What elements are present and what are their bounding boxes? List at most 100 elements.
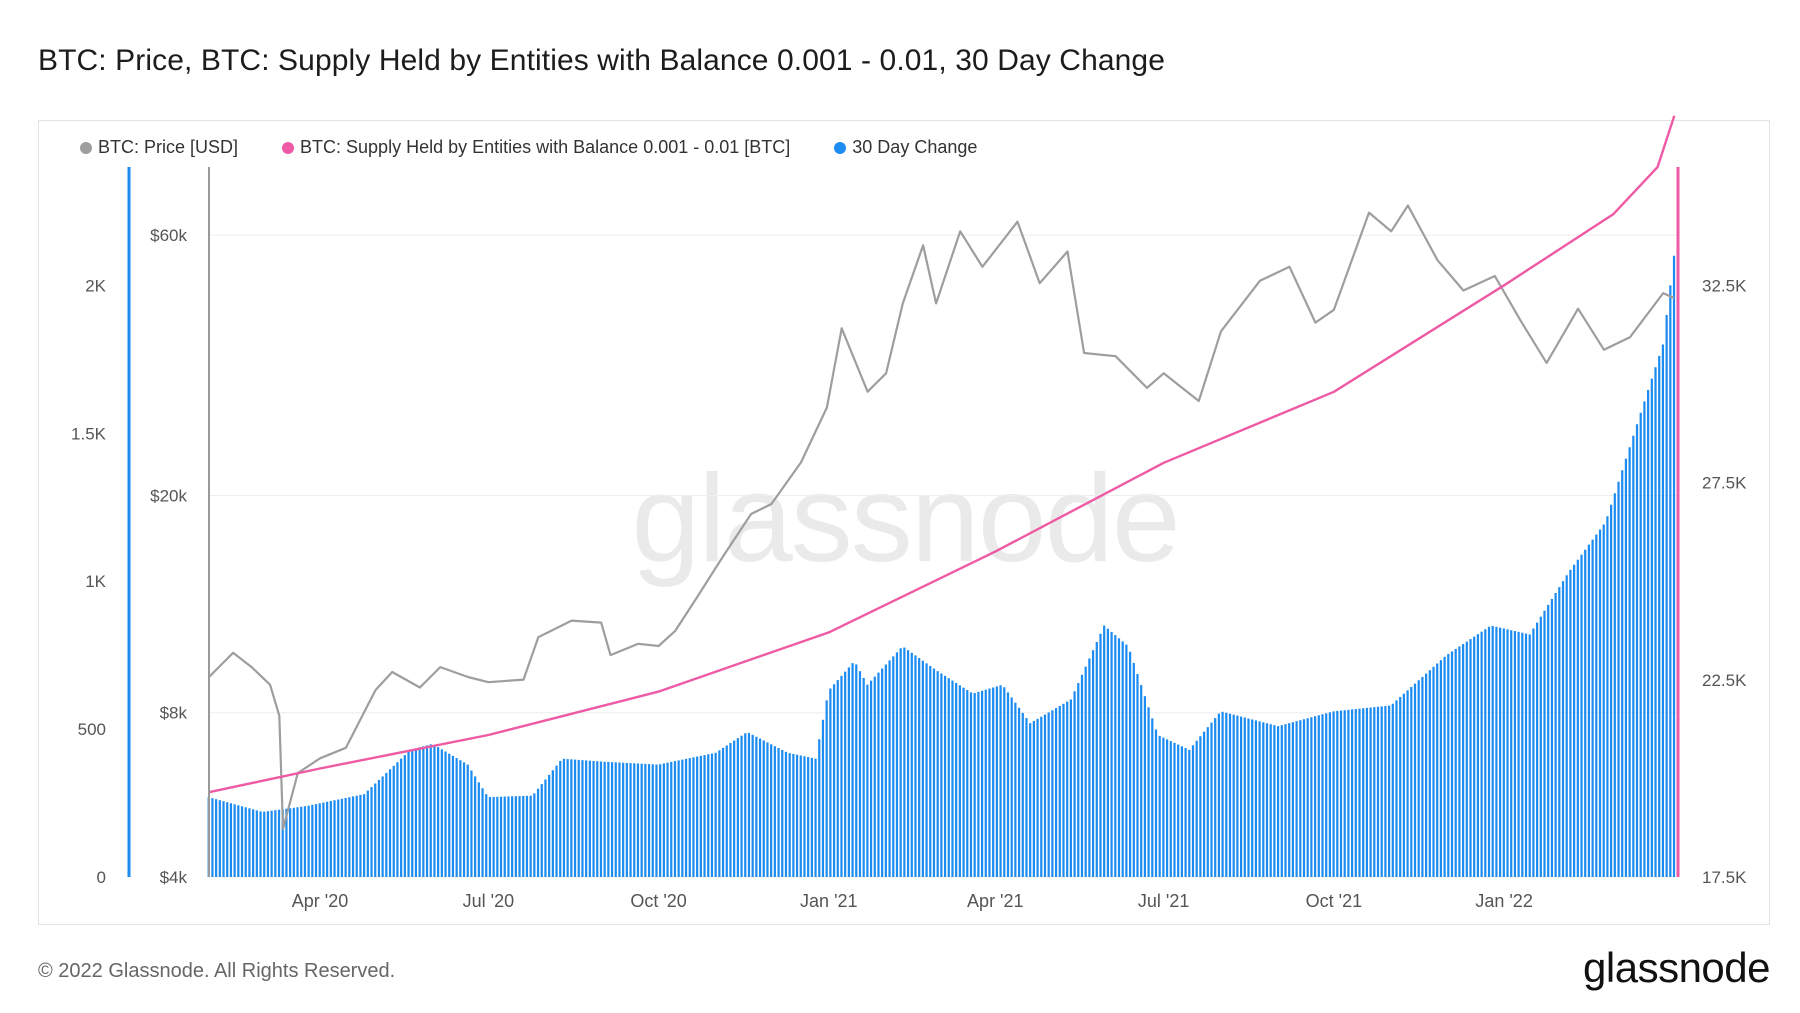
change-bar <box>1484 629 1487 877</box>
change-bar <box>1624 458 1628 877</box>
change-bar <box>1354 709 1357 877</box>
change-bar <box>1054 708 1058 877</box>
change-bar <box>1177 744 1180 877</box>
change-bar <box>1536 622 1539 877</box>
change-bar <box>1502 628 1505 877</box>
change-bar <box>1573 564 1576 877</box>
change-bar <box>596 761 599 877</box>
change-bar <box>696 756 699 877</box>
change-bar <box>795 754 799 877</box>
change-bar <box>274 810 277 877</box>
change-bar <box>1151 718 1154 877</box>
change-bar <box>1491 625 1494 877</box>
change-bar <box>659 764 662 877</box>
change-bar <box>1365 707 1369 877</box>
change-bar <box>810 757 813 877</box>
change-bar <box>318 803 321 877</box>
change-bar <box>1010 697 1013 877</box>
change-bar <box>1395 700 1398 877</box>
change-bar <box>237 805 240 877</box>
change-bar <box>622 762 625 877</box>
change-bar <box>1635 424 1639 877</box>
change-bar <box>1362 708 1365 877</box>
change-bar <box>1532 628 1535 877</box>
change-bar <box>721 747 725 877</box>
change-bar <box>873 676 876 877</box>
change-bar <box>699 755 702 877</box>
change-bar <box>418 747 421 877</box>
change-bar <box>1565 575 1568 877</box>
change-bar <box>1672 255 1676 877</box>
change-bar <box>1029 723 1032 877</box>
change-bar <box>529 795 532 877</box>
change-bar <box>755 736 758 877</box>
change-bar <box>1280 725 1283 877</box>
change-bar <box>1595 534 1598 877</box>
change-bar <box>1513 631 1517 877</box>
change-bar <box>781 749 784 877</box>
change-bar <box>344 797 347 877</box>
change-bar <box>337 799 340 877</box>
change-bar <box>1391 703 1394 877</box>
change-bar <box>1602 524 1605 877</box>
change-bar <box>1310 717 1313 877</box>
change-bar <box>836 680 839 877</box>
change-bar <box>1428 670 1431 877</box>
change-bar <box>1169 741 1172 877</box>
change-bar <box>218 800 221 877</box>
change-bar <box>1591 539 1594 877</box>
change-bar <box>548 774 551 877</box>
change-bar <box>762 740 765 877</box>
change-bar <box>636 763 640 877</box>
change-bar <box>829 688 832 877</box>
change-bar <box>1236 715 1239 877</box>
change-bar <box>1047 712 1050 877</box>
change-bar <box>1154 729 1158 877</box>
change-bar <box>1598 529 1602 877</box>
change-bar <box>1561 581 1565 877</box>
change-bar <box>1524 633 1528 877</box>
change-bar <box>1302 719 1306 877</box>
change-bar <box>1258 721 1261 877</box>
change-bar <box>1136 673 1139 877</box>
change-bar <box>1432 666 1435 877</box>
change-bar <box>1436 663 1439 877</box>
legend-item-change[interactable]: 30 Day Change <box>834 137 977 158</box>
change-bar <box>285 808 288 877</box>
change-bar <box>929 665 932 877</box>
change-bar <box>400 758 403 877</box>
change-bar <box>514 796 517 877</box>
change-bar <box>1421 676 1424 877</box>
change-bar <box>1647 390 1650 877</box>
change-bar <box>1650 378 1653 877</box>
legend-item-supply[interactable]: BTC: Supply Held by Entities with Balanc… <box>282 137 790 158</box>
change-bar <box>599 761 603 877</box>
change-bar <box>714 752 717 877</box>
change-bar <box>688 758 691 877</box>
change-bar <box>825 700 828 877</box>
change-bar <box>544 779 547 877</box>
change-bar <box>555 765 558 877</box>
change-bar <box>1613 493 1616 877</box>
supply-tick-label: 32.5K <box>1702 276 1747 295</box>
change-bar <box>940 673 943 877</box>
change-bar <box>977 691 980 877</box>
change-bar <box>496 796 499 877</box>
change-bar <box>855 664 858 877</box>
change-bar <box>629 763 632 877</box>
change-bar <box>1424 673 1428 877</box>
change-bar <box>814 758 817 877</box>
change-bar <box>314 804 318 877</box>
legend-dot-price <box>80 141 92 154</box>
change-bar <box>503 796 506 877</box>
change-bar <box>1632 435 1635 877</box>
change-bar <box>540 784 543 877</box>
change-bar <box>881 668 884 877</box>
change-bar <box>470 770 473 877</box>
change-bar <box>507 796 510 877</box>
change-bar <box>847 667 850 877</box>
legend-item-price[interactable]: BTC: Price [USD] <box>80 137 238 158</box>
change-bar <box>958 685 961 877</box>
change-bar <box>1406 690 1409 877</box>
change-bar <box>444 751 447 877</box>
